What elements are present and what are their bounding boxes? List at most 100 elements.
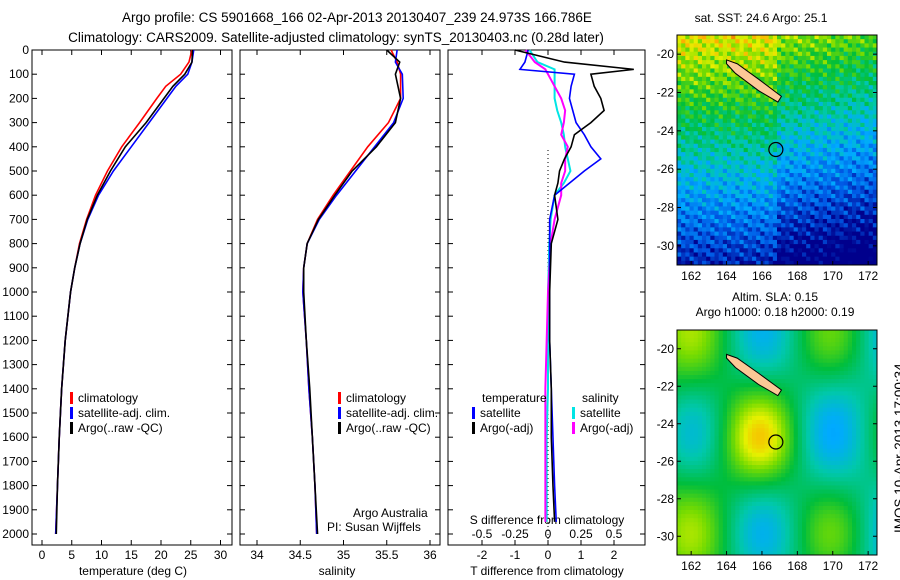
sst-map-cell <box>806 93 811 99</box>
sst-map-cell <box>727 51 732 57</box>
sst-map-cell <box>739 168 745 174</box>
sla-map-cell <box>814 456 820 462</box>
sst-map-cell <box>822 35 828 40</box>
sla-map-cell <box>685 334 690 339</box>
sst-map-cell <box>756 101 761 107</box>
sst-map-cell <box>810 239 815 245</box>
sst-map-cell <box>727 173 732 178</box>
sst-map-cell <box>789 219 795 224</box>
sst-map-cell <box>831 202 836 207</box>
sla-map-cell <box>731 530 736 536</box>
sst-map-cell <box>860 139 865 145</box>
sla-map-cell <box>677 411 682 417</box>
sst-map-cell <box>831 256 836 262</box>
sst-map-cell <box>731 97 736 103</box>
sst-map-cell <box>843 231 849 237</box>
sla-map-cell <box>681 391 686 396</box>
sst-map-cell <box>764 181 770 187</box>
sst-map-cell <box>764 43 770 49</box>
sla-map-cell <box>677 448 682 454</box>
sst-map-cell <box>718 55 724 61</box>
sst-map-cell <box>868 35 874 40</box>
sst-map-cell <box>789 223 795 228</box>
sla-map-cell <box>768 428 774 433</box>
sst-map-cell <box>731 135 736 141</box>
sla-map-cell <box>764 522 770 527</box>
sla-map-cell <box>743 505 749 511</box>
sst-map-cell <box>818 39 824 44</box>
sst-map-cell <box>760 206 765 212</box>
sst-map-cell <box>727 147 732 153</box>
sla-map-cell <box>752 407 757 413</box>
sst-map-cell <box>760 185 765 191</box>
sst-map-cell <box>793 235 799 241</box>
sst-map-cell <box>860 122 865 128</box>
sst-map-cell <box>793 252 799 258</box>
sst-map-cell <box>839 227 845 233</box>
sst-map-cell <box>781 118 786 124</box>
sla-map-cell <box>768 440 774 446</box>
sla-map-cell <box>752 501 757 507</box>
sst-map-cell <box>785 198 790 203</box>
sst-map-cell <box>831 248 836 253</box>
sst-map-cell <box>839 147 845 153</box>
sla-map-cell <box>760 407 765 413</box>
sla-map-cell <box>685 362 690 368</box>
sst-map-cell <box>710 239 715 245</box>
sst-map-cell <box>768 198 774 203</box>
sst-map-cell <box>718 143 724 149</box>
sst-map-cell <box>727 156 732 161</box>
sst-map-cell <box>706 122 711 128</box>
sla-map-cell <box>789 452 795 458</box>
sla-map-cell <box>689 489 695 495</box>
sst-map-cell <box>764 81 770 86</box>
sst-map-cell <box>868 131 874 136</box>
sla-map-cell <box>677 477 682 482</box>
sla-map-cell <box>739 346 745 351</box>
sla-map-cell <box>781 415 786 421</box>
sst-map-cell <box>802 85 807 90</box>
sla-map-cell <box>760 469 765 474</box>
sst-map-cell <box>727 168 732 174</box>
sla-map-cell <box>806 334 811 339</box>
sst-map-cell <box>827 64 832 69</box>
sst-map-cell <box>839 189 845 195</box>
sla-map-cell <box>806 403 811 409</box>
sla-map-cell <box>789 415 795 421</box>
sst-map-cell <box>768 219 774 224</box>
sla-map-cell <box>764 375 770 380</box>
sst-map-cell <box>872 152 878 157</box>
sst-map-cell <box>747 64 753 69</box>
sla-map-cell <box>731 456 736 462</box>
sst-map-cell <box>693 64 699 69</box>
sla-map-cell <box>760 542 765 548</box>
sst-map-cell <box>731 101 736 107</box>
sst-map-cell <box>822 118 828 124</box>
sst-map-cell <box>760 64 765 69</box>
sst-map-cell <box>872 60 878 65</box>
sla-map-cell <box>752 391 757 396</box>
sst-map-cell <box>722 60 728 65</box>
sla-map-cell <box>702 530 707 536</box>
sla-map-cell <box>772 411 778 417</box>
sla-map-cell <box>806 358 811 364</box>
sst-map-cell <box>868 39 874 44</box>
sst-map-cell <box>847 231 853 237</box>
sst-map-cell <box>835 110 840 115</box>
sst-map-cell <box>814 89 820 95</box>
sla-map-cell <box>814 452 820 458</box>
sla-map-cell <box>793 399 799 405</box>
sla-map-cell <box>710 526 715 531</box>
sst-map-cell <box>693 122 699 128</box>
sst-map-cell <box>702 122 707 128</box>
sst-map-cell <box>777 72 782 78</box>
sla-map-cell <box>718 448 724 454</box>
sst-map-cell <box>768 55 774 61</box>
sst-map-cell <box>681 131 686 136</box>
sst-map-cell <box>727 43 732 49</box>
sla-map-cell <box>727 399 732 405</box>
sst-map-cell <box>818 181 824 187</box>
sla-map-cell <box>781 362 786 368</box>
sla-map-cell <box>822 444 828 450</box>
sst-map-cell <box>777 143 782 149</box>
